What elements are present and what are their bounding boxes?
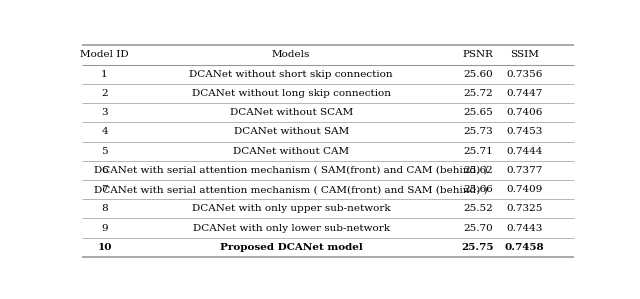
Text: DCANet without short skip connection: DCANet without short skip connection	[189, 70, 393, 79]
Text: DCANet with serial attention mechanism ( SAM(front) and CAM (behind) ): DCANet with serial attention mechanism (…	[94, 166, 488, 175]
Text: 0.7444: 0.7444	[506, 147, 543, 156]
Text: 0.7409: 0.7409	[506, 185, 543, 194]
Text: 0.7443: 0.7443	[506, 224, 543, 233]
Text: 25.73: 25.73	[463, 127, 493, 136]
Text: DCANet with only upper sub-network: DCANet with only upper sub-network	[192, 204, 390, 213]
Text: PSNR: PSNR	[462, 50, 493, 60]
Text: DCANet without SCAM: DCANet without SCAM	[230, 108, 353, 117]
Text: 0.7377: 0.7377	[506, 166, 543, 175]
Text: 25.75: 25.75	[461, 243, 494, 252]
Text: 4: 4	[101, 127, 108, 136]
Text: 0.7447: 0.7447	[506, 89, 543, 98]
Text: DCANet with serial attention mechanism ( CAM(front) and SAM (behind) ): DCANet with serial attention mechanism (…	[94, 185, 488, 194]
Text: SSIM: SSIM	[510, 50, 539, 60]
Text: Model ID: Model ID	[80, 50, 129, 60]
Text: 0.7325: 0.7325	[506, 204, 543, 213]
Text: 25.60: 25.60	[463, 70, 493, 79]
Text: 6: 6	[101, 166, 108, 175]
Text: 1: 1	[101, 70, 108, 79]
Text: 9: 9	[101, 224, 108, 233]
Text: 25.65: 25.65	[463, 108, 493, 117]
Text: 7: 7	[101, 185, 108, 194]
Text: 25.72: 25.72	[463, 89, 493, 98]
Text: DCANet without SAM: DCANet without SAM	[234, 127, 349, 136]
Text: DCANet without long skip connection: DCANet without long skip connection	[191, 89, 390, 98]
Text: 3: 3	[101, 108, 108, 117]
Text: 0.7406: 0.7406	[506, 108, 543, 117]
Text: 25.52: 25.52	[463, 204, 493, 213]
Text: 25.70: 25.70	[463, 224, 493, 233]
Text: 10: 10	[97, 243, 112, 252]
Text: Models: Models	[272, 50, 310, 60]
Text: 5: 5	[101, 147, 108, 156]
Text: 2: 2	[101, 89, 108, 98]
Text: 25.71: 25.71	[463, 147, 493, 156]
Text: 0.7458: 0.7458	[504, 243, 544, 252]
Text: Proposed DCANet model: Proposed DCANet model	[220, 243, 362, 252]
Text: 25.62: 25.62	[463, 166, 493, 175]
Text: 0.7453: 0.7453	[506, 127, 543, 136]
Text: 8: 8	[101, 204, 108, 213]
Text: 0.7356: 0.7356	[506, 70, 543, 79]
Text: 25.66: 25.66	[463, 185, 493, 194]
Text: DCANet with only lower sub-network: DCANet with only lower sub-network	[193, 224, 390, 233]
Text: DCANet without CAM: DCANet without CAM	[233, 147, 349, 156]
